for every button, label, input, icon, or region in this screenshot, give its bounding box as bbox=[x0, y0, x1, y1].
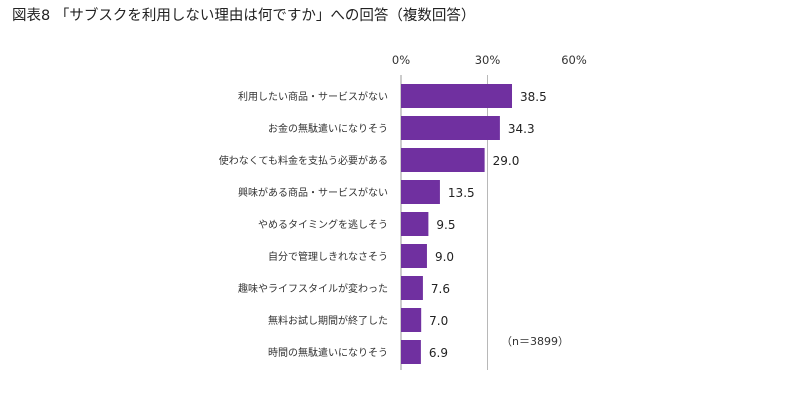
value-label: 9.0 bbox=[435, 250, 454, 264]
bars bbox=[401, 84, 513, 364]
bar bbox=[401, 212, 429, 236]
value-label: 29.0 bbox=[493, 154, 520, 168]
category-label: 趣味やライフスタイルが変わった bbox=[238, 282, 388, 295]
value-label: 7.6 bbox=[431, 282, 450, 296]
category-label: 時間の無駄遣いになりそう bbox=[268, 346, 388, 359]
x-tick-label: 0% bbox=[392, 53, 410, 67]
bar bbox=[401, 340, 421, 364]
value-label: 7.0 bbox=[429, 314, 448, 328]
bar bbox=[401, 116, 500, 140]
value-label: 38.5 bbox=[520, 90, 547, 104]
category-label: 興味がある商品・サービスがない bbox=[238, 186, 388, 199]
bar bbox=[401, 84, 513, 108]
value-label: 34.3 bbox=[508, 122, 535, 136]
value-label: 9.5 bbox=[436, 218, 455, 232]
bar bbox=[401, 244, 427, 268]
x-tick-label: 60% bbox=[561, 53, 587, 67]
value-labels: 38.5 34.3 29.0 13.5 9.5 9.0 7.6 7.0 6.9 bbox=[429, 90, 547, 360]
category-label: 無料お試し期間が終了した bbox=[268, 314, 388, 327]
bar bbox=[401, 148, 485, 172]
value-label: 13.5 bbox=[448, 186, 475, 200]
bar bbox=[401, 180, 440, 204]
sample-size-note: （n＝3899） bbox=[501, 335, 569, 348]
category-label: 使わなくても料金を支払う必要がある bbox=[219, 154, 388, 167]
category-label: 利用したい商品・サービスがない bbox=[238, 90, 388, 103]
figure-title: 図表8 「サブスクを利用しない理由は何ですか」への回答（複数回答） bbox=[12, 8, 476, 24]
value-label: 6.9 bbox=[429, 346, 448, 360]
category-label: やめるタイミングを逃しそう bbox=[258, 218, 388, 231]
x-tick-label: 30% bbox=[475, 53, 501, 67]
category-labels: 利用したい商品・サービスがないお金の無駄遣いになりそう使わなくても料金を支払う必… bbox=[219, 90, 388, 359]
x-axis-tick-labels: 0% 30% 60% bbox=[392, 53, 587, 67]
category-label: 自分で管理しきれなさそう bbox=[268, 250, 388, 263]
bar bbox=[401, 308, 422, 332]
category-label: お金の無駄遣いになりそう bbox=[268, 122, 388, 135]
bar bbox=[401, 276, 423, 300]
